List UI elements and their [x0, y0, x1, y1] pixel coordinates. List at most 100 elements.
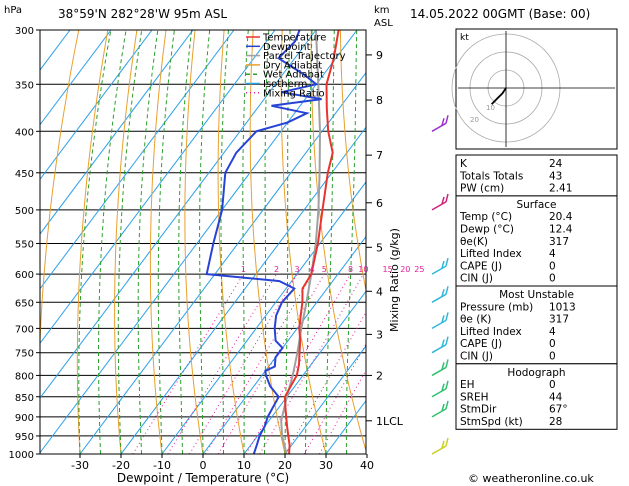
wet-adiabat-line [78, 30, 112, 454]
wind-barb [431, 193, 449, 211]
index-label: PW (cm) [460, 183, 504, 195]
isotherm-line [243, 290, 366, 454]
pressure-tick-label: 1000 [9, 450, 34, 461]
mixing-ratio-line [217, 273, 325, 454]
pressure-tick-label: 900 [15, 413, 34, 424]
indices-table: K 24 Totals Totals 43 PW (cm) 2.41 Surface Temp… [455, 154, 618, 430]
dry-adiabat-line [114, 30, 138, 454]
index-value: 43 [549, 170, 562, 182]
index-value: 1013 [549, 301, 576, 313]
wind-barb-staff [431, 344, 447, 354]
datetime-title: 14.05.2022 00GMT (Base: 00) [410, 7, 590, 21]
wind-barb-staff [431, 388, 447, 398]
hodograph-ring-label: 20 [470, 116, 479, 124]
wind-barb-staff [431, 408, 447, 418]
km-tick-label: 4 [376, 285, 383, 298]
indices-section-title: Surface [516, 199, 556, 211]
pressure-tick-label: 700 [15, 324, 34, 335]
legend-label: Isotherm [263, 79, 307, 90]
wind-barb [431, 359, 449, 377]
km-label: km [374, 5, 390, 16]
wind-barb-flag [441, 383, 445, 391]
mixing-ratio-label: 1 [241, 265, 246, 274]
index-value: 67° [549, 404, 568, 416]
mixing-ratio-label: 8 [348, 265, 353, 274]
mixing-ratio-label: 20 [400, 265, 410, 274]
km-tick-label: 6 [376, 197, 383, 210]
mixing-ratio-label: 2 [274, 265, 279, 274]
isotherm-line [284, 345, 366, 454]
wind-barb-staff [431, 265, 447, 275]
index-label: CIN (J) [460, 273, 493, 285]
wind-barb [431, 115, 449, 132]
wind-barb-flag [441, 362, 445, 370]
mixing-ratio-line [189, 273, 298, 454]
wet-adiabat-line [157, 30, 175, 454]
isotherm-line [40, 30, 153, 181]
mixing-ratio-label: 3 [295, 265, 300, 274]
mixing-ratio-label: 10 [358, 265, 368, 274]
wind-barb-flag [441, 403, 445, 412]
wind-barb-flag [445, 193, 449, 203]
x-tick-label: -30 [71, 459, 89, 472]
legend-label: Wet Adiabat [263, 70, 324, 81]
wind-barb-flag [441, 289, 445, 297]
wind-barb-flag [445, 115, 449, 124]
legend-label: Temperature [262, 33, 326, 44]
index-value: 0 [549, 260, 556, 272]
index-value: 4 [549, 248, 556, 260]
isotherm-line [161, 181, 366, 454]
credit-text: © weatheronline.co.uk [468, 472, 594, 485]
isotherm-line [40, 30, 317, 399]
wet-adiabat-line [220, 30, 229, 454]
pressure-tick-label: 500 [15, 206, 34, 217]
wind-barb-flag [441, 440, 445, 449]
pressure-tick-label: 300 [15, 26, 34, 37]
wet-adiabat-line [117, 30, 143, 454]
pressure-tick-label: 350 [15, 80, 34, 91]
wind-barb [431, 312, 449, 330]
location-title: 38°59'N 282°28'W 95m ASL [58, 7, 227, 21]
wind-barb [431, 400, 449, 418]
wind-barb-flag [445, 312, 449, 321]
pressure-tick-label: 800 [15, 371, 34, 382]
mixing-ratio-label: 5 [322, 265, 327, 274]
index-label: EH [460, 379, 475, 391]
parcel-trajectory-line [280, 30, 322, 454]
dry-adiabat-line [184, 30, 204, 454]
index-value: 317 [549, 314, 569, 326]
wet-adiabat-line [305, 30, 313, 454]
index-value: 0 [549, 338, 556, 350]
km-tick-label: 8 [376, 94, 383, 107]
mixing-ratio-label: 15 [383, 265, 393, 274]
x-tick-label: 0 [200, 459, 207, 472]
index-label: Temp (°C) [459, 211, 512, 223]
wind-barb-flag [445, 437, 449, 447]
km-tick-label: 7 [376, 149, 383, 162]
wind-barb-flag [445, 336, 449, 345]
temperature-line [283, 30, 340, 454]
index-label: StmSpd (kt) [460, 416, 523, 428]
wind-barb-flag [445, 359, 449, 368]
km-tick-label: 2 [376, 369, 383, 382]
wet-adiabat-line [199, 30, 211, 454]
index-label: StmDir [460, 404, 497, 416]
isotherm-line [40, 30, 194, 235]
wind-barb [431, 286, 449, 303]
index-label: SREH [460, 391, 489, 403]
indices-section-title: Hodograph [507, 367, 565, 379]
index-value: 317 [549, 236, 569, 248]
km-tick-label: 1LCL [376, 415, 404, 428]
mixing-ratio-label: 4 [310, 265, 315, 274]
hodograph: kt 10 20 [451, 28, 618, 150]
wet-adiabat-line [98, 30, 127, 454]
index-label: Totals Totals [459, 170, 523, 182]
dry-adiabat-line [149, 30, 167, 454]
index-label: θe(K) [460, 236, 488, 248]
wind-barb-flag [441, 196, 445, 205]
wind-barb-staff [431, 122, 447, 132]
wind-barb-flag [441, 339, 445, 347]
wind-barb-flag [441, 118, 445, 126]
index-value: 0 [549, 351, 556, 363]
